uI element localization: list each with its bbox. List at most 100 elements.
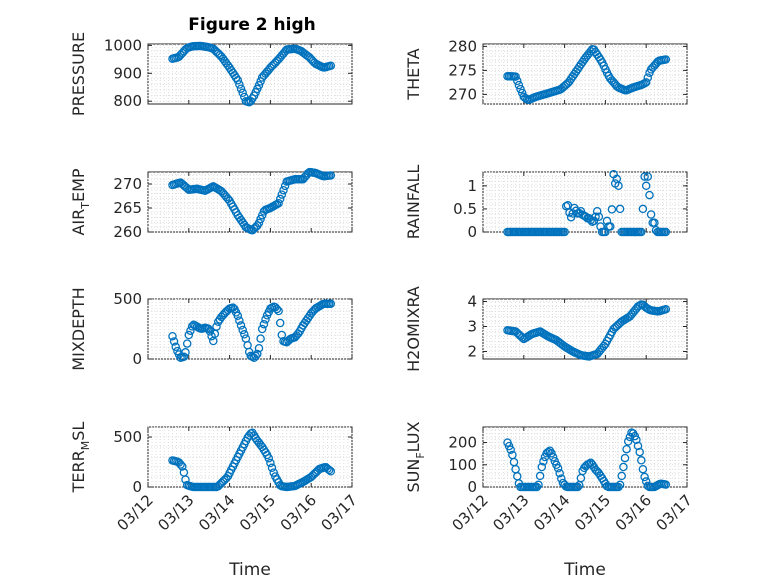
ylabel: PRESSURE xyxy=(69,32,88,116)
data-point xyxy=(179,352,189,362)
data-point xyxy=(511,72,520,81)
y-tick-label: 0.5 xyxy=(453,200,477,218)
data-point xyxy=(254,81,264,90)
data-point xyxy=(171,342,180,352)
y-tick-label: 0 xyxy=(467,478,477,496)
data-point xyxy=(251,351,260,361)
x-tick-label: 03/14 xyxy=(195,491,238,534)
data-point xyxy=(594,212,604,222)
data-point xyxy=(638,464,648,474)
data-point xyxy=(168,331,177,341)
x-tick-label: 03/15 xyxy=(236,491,279,534)
data-point xyxy=(169,337,179,346)
data-point xyxy=(275,194,285,204)
data-point xyxy=(326,171,336,180)
x-tick-label: 03/16 xyxy=(612,491,655,534)
data-point xyxy=(254,218,264,228)
data-point xyxy=(646,210,656,219)
data-point xyxy=(256,214,265,224)
subplot-row1-right: 270 275 280 THETA xyxy=(404,37,688,105)
subplot-row2-right: 0 0.5 1 RAINFALL xyxy=(404,165,688,241)
data-point xyxy=(555,468,564,478)
y-tick-label: 0 xyxy=(467,223,477,241)
data-point xyxy=(638,204,648,214)
data-point xyxy=(272,304,282,314)
data-point xyxy=(553,464,563,473)
data-point xyxy=(661,304,671,314)
data-point xyxy=(635,447,644,457)
data-point xyxy=(661,55,671,64)
data-point xyxy=(259,319,269,329)
data-point xyxy=(589,216,599,226)
x-tick-label: 03/13 xyxy=(489,491,532,534)
data-point xyxy=(622,444,631,454)
data-point xyxy=(269,468,278,477)
x-tick-label: 03/12 xyxy=(449,491,492,534)
data-point xyxy=(547,449,556,458)
data-point xyxy=(235,316,244,325)
y-tick-label: 275 xyxy=(448,61,477,79)
y-tick-label: 260 xyxy=(113,223,142,241)
data-point xyxy=(261,315,270,324)
data-point xyxy=(560,227,569,237)
data-point xyxy=(623,437,633,446)
xlabel: Time xyxy=(563,560,606,580)
data-point xyxy=(254,343,264,353)
data-point xyxy=(326,467,336,476)
y-tick-label: 0 xyxy=(132,350,142,368)
y-tick-label: 900 xyxy=(113,64,142,82)
y-tick-label: 280 xyxy=(448,37,477,55)
data-point xyxy=(641,78,651,87)
y-tick-label: 3 xyxy=(467,318,477,336)
data-point xyxy=(617,471,626,481)
data-point xyxy=(614,482,623,492)
data-point xyxy=(178,462,187,471)
data-point xyxy=(539,457,548,466)
y-tick-label: 500 xyxy=(113,290,142,308)
data-point xyxy=(513,76,522,86)
data-point xyxy=(532,482,542,492)
data-point xyxy=(661,227,671,237)
data-point xyxy=(643,172,653,181)
x-tick-label: 03/17 xyxy=(653,491,696,534)
data-point xyxy=(506,445,515,454)
x-tick-label: 03/17 xyxy=(318,491,361,534)
ylabel: AIRTEMP xyxy=(69,168,92,235)
xlabel: Time xyxy=(228,560,271,580)
x-tick-label: 03/16 xyxy=(277,491,320,534)
data-point xyxy=(264,453,274,463)
data-point xyxy=(212,322,221,331)
y-tick-label: 500 xyxy=(113,428,142,446)
data-point xyxy=(615,204,625,214)
data-point xyxy=(267,463,277,473)
y-tick-label: 2 xyxy=(467,343,477,361)
data-point xyxy=(182,339,192,348)
data-point xyxy=(205,327,215,336)
data-point xyxy=(326,299,336,309)
subplot-row3-left: 0 500 MIXDEPTH xyxy=(69,287,353,371)
y-tick-label: 1 xyxy=(467,177,477,195)
data-point xyxy=(238,325,247,335)
data-point xyxy=(641,181,651,191)
data-point xyxy=(643,73,653,82)
ylabel: MIXDEPTH xyxy=(69,287,88,370)
data-point xyxy=(274,198,283,208)
y-tick-label: 100 xyxy=(448,456,477,474)
ylabel: RAINFALL xyxy=(404,165,423,240)
data-point xyxy=(535,471,545,481)
data-point xyxy=(184,330,194,340)
ylabel: TERRMSL xyxy=(69,422,92,494)
data-point xyxy=(176,460,185,469)
data-point xyxy=(607,205,617,214)
data-point xyxy=(537,462,547,472)
data-point xyxy=(620,453,630,463)
data-point xyxy=(279,185,288,195)
data-point xyxy=(233,76,243,85)
data-point xyxy=(235,80,244,89)
data-point xyxy=(514,80,524,90)
ylabel: SUNFLUX xyxy=(404,421,427,492)
